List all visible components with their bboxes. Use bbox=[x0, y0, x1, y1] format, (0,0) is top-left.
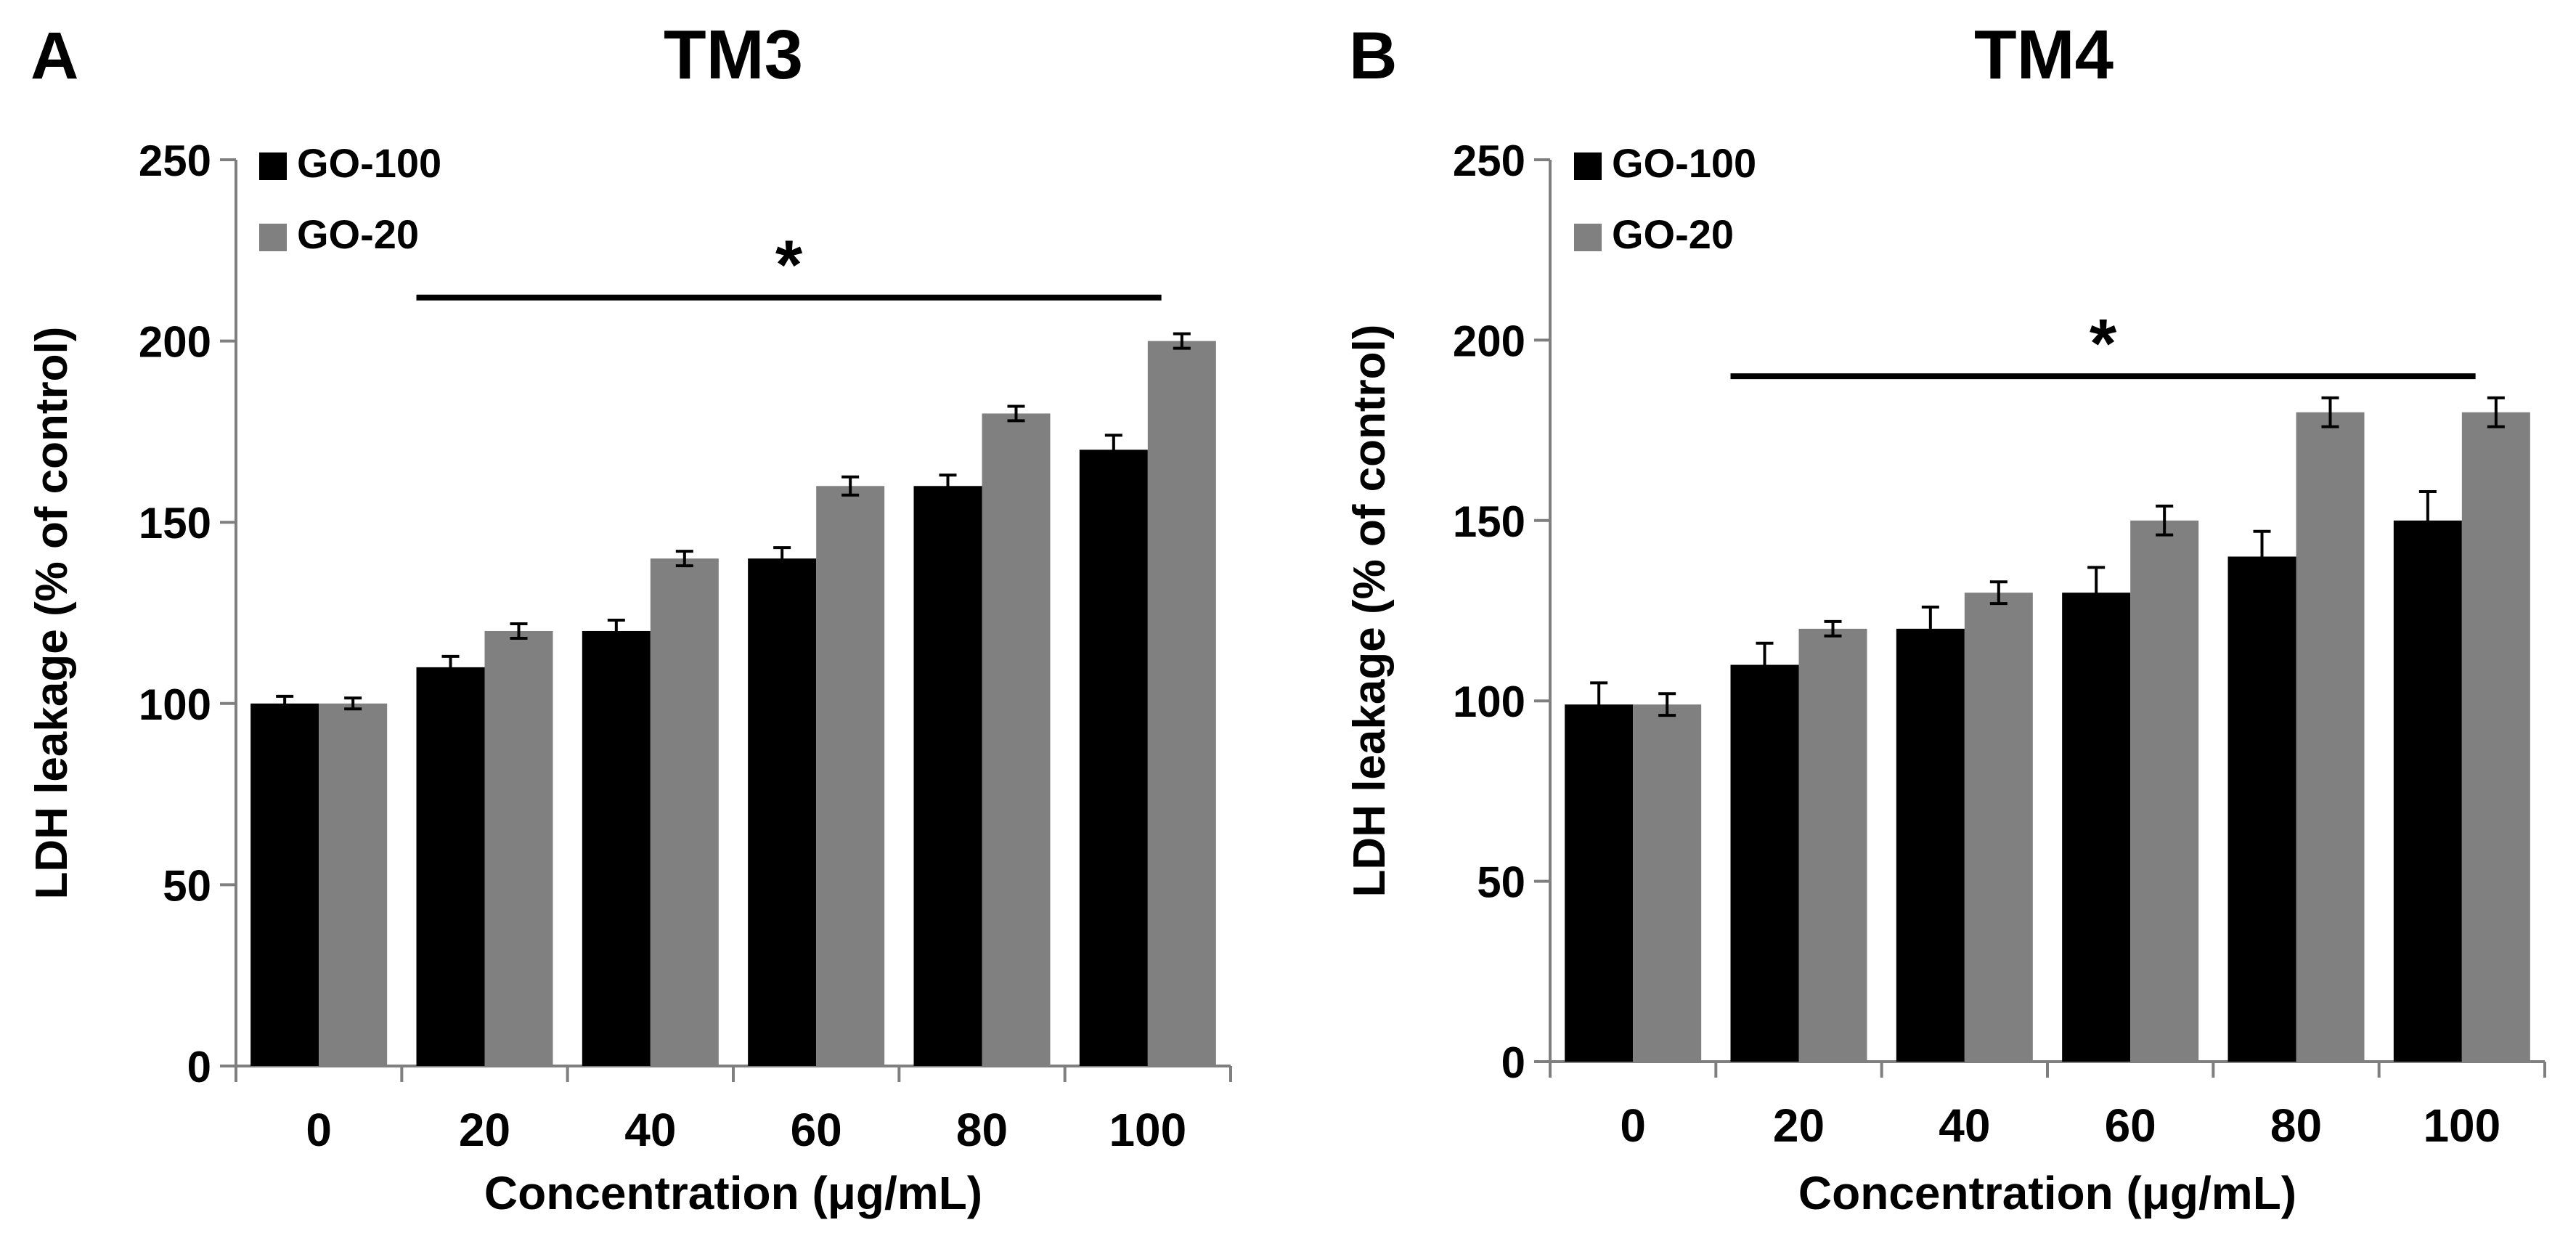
legend-swatch-go-20 bbox=[259, 224, 287, 251]
bar-go-100-20 bbox=[1730, 664, 1799, 1062]
y-tick-label: 200 bbox=[1453, 317, 1525, 365]
legend-label-go-20: GO-20 bbox=[297, 211, 419, 257]
y-tick-label: 150 bbox=[139, 499, 211, 548]
bar-go-20-60 bbox=[816, 486, 885, 1066]
legend-swatch-go-100 bbox=[259, 152, 287, 180]
x-tick-label: 40 bbox=[1939, 1099, 1990, 1152]
x-tick-label: 80 bbox=[956, 1104, 1008, 1156]
bar-go-20-60 bbox=[2130, 520, 2199, 1062]
x-tick-label: 0 bbox=[1620, 1099, 1646, 1152]
legend-swatch-go-100 bbox=[1574, 152, 1602, 180]
y-tick-label: 250 bbox=[139, 137, 211, 185]
chart-title: TM3 bbox=[664, 16, 803, 94]
bar-go-100-60 bbox=[748, 558, 817, 1066]
legend-swatch-go-20 bbox=[1574, 224, 1602, 251]
bar-go-20-100 bbox=[1147, 341, 1216, 1067]
bar-go-100-0 bbox=[1565, 704, 1634, 1062]
bar-go-100-0 bbox=[250, 703, 319, 1066]
panel-label: B bbox=[1349, 19, 1397, 93]
axes-group: 0 50 100 150 200 250 bbox=[1453, 137, 2546, 1087]
bar-go-20-80 bbox=[982, 413, 1051, 1066]
bar-go-100-40 bbox=[582, 630, 651, 1066]
legend-label-go-100: GO-100 bbox=[1612, 140, 1756, 186]
bar-go-100-60 bbox=[2062, 593, 2131, 1062]
y-axis-label: LDH leakage (% of control) bbox=[1345, 325, 1395, 898]
significance-asterisk: * bbox=[775, 227, 803, 304]
y-tick-label: 50 bbox=[163, 861, 211, 910]
bar-go-20-100 bbox=[2461, 412, 2530, 1062]
x-tick-label: 20 bbox=[459, 1104, 510, 1156]
bar-go-100-100 bbox=[2393, 520, 2462, 1062]
x-tick-label: 80 bbox=[2270, 1099, 2322, 1152]
y-tick-label: 200 bbox=[139, 318, 211, 367]
x-axis-label: Concentration (μg/mL) bbox=[484, 1167, 982, 1219]
x-tick-label: 20 bbox=[1773, 1099, 1825, 1152]
bar-go-20-0 bbox=[1633, 704, 1702, 1062]
legend-label-go-20: GO-20 bbox=[1612, 211, 1734, 257]
bar-go-20-80 bbox=[2296, 412, 2365, 1062]
bar-go-100-100 bbox=[1079, 449, 1148, 1066]
x-tick-label: 100 bbox=[1109, 1104, 1186, 1156]
bar-go-100-80 bbox=[913, 486, 982, 1066]
bar-go-20-20 bbox=[1798, 628, 1867, 1062]
panel-a: A TM3 LDH leakage (% of control) Concent… bbox=[27, 16, 1232, 1219]
y-tick-label: 100 bbox=[1453, 678, 1525, 726]
bar-go-100-20 bbox=[416, 667, 485, 1066]
bar-go-100-80 bbox=[2227, 556, 2296, 1062]
bar-go-100-40 bbox=[1896, 628, 1965, 1062]
panel-b: B TM4 LDH leakage (% of control) Concent… bbox=[1345, 16, 2546, 1219]
y-tick-label: 250 bbox=[1453, 137, 1525, 185]
y-tick-label: 150 bbox=[1453, 497, 1525, 546]
y-tick-label: 100 bbox=[139, 680, 211, 729]
bar-go-20-20 bbox=[484, 630, 553, 1066]
bar-go-20-0 bbox=[319, 703, 388, 1066]
y-axis-label: LDH leakage (% of control) bbox=[27, 327, 77, 900]
panel-label: A bbox=[30, 19, 78, 93]
y-tick-label: 50 bbox=[1477, 858, 1525, 907]
x-tick-label: 0 bbox=[306, 1104, 332, 1156]
x-axis-label: Concentration (μg/mL) bbox=[1798, 1167, 2296, 1219]
bar-go-20-40 bbox=[1964, 593, 2033, 1062]
x-tick-label: 60 bbox=[791, 1104, 842, 1156]
bar-go-20-40 bbox=[650, 558, 719, 1066]
x-tick-label: 40 bbox=[624, 1104, 676, 1156]
legend-label-go-100: GO-100 bbox=[297, 140, 441, 186]
x-tick-label: 60 bbox=[2105, 1099, 2156, 1152]
chart-title: TM4 bbox=[1974, 16, 2114, 94]
y-tick-label: 0 bbox=[1501, 1038, 1525, 1087]
axes-group: 0 50 100 150 200 250 bbox=[139, 137, 1232, 1091]
significance-asterisk: * bbox=[2090, 305, 2117, 383]
y-tick-label: 0 bbox=[187, 1043, 211, 1091]
x-tick-label: 100 bbox=[2423, 1099, 2500, 1152]
